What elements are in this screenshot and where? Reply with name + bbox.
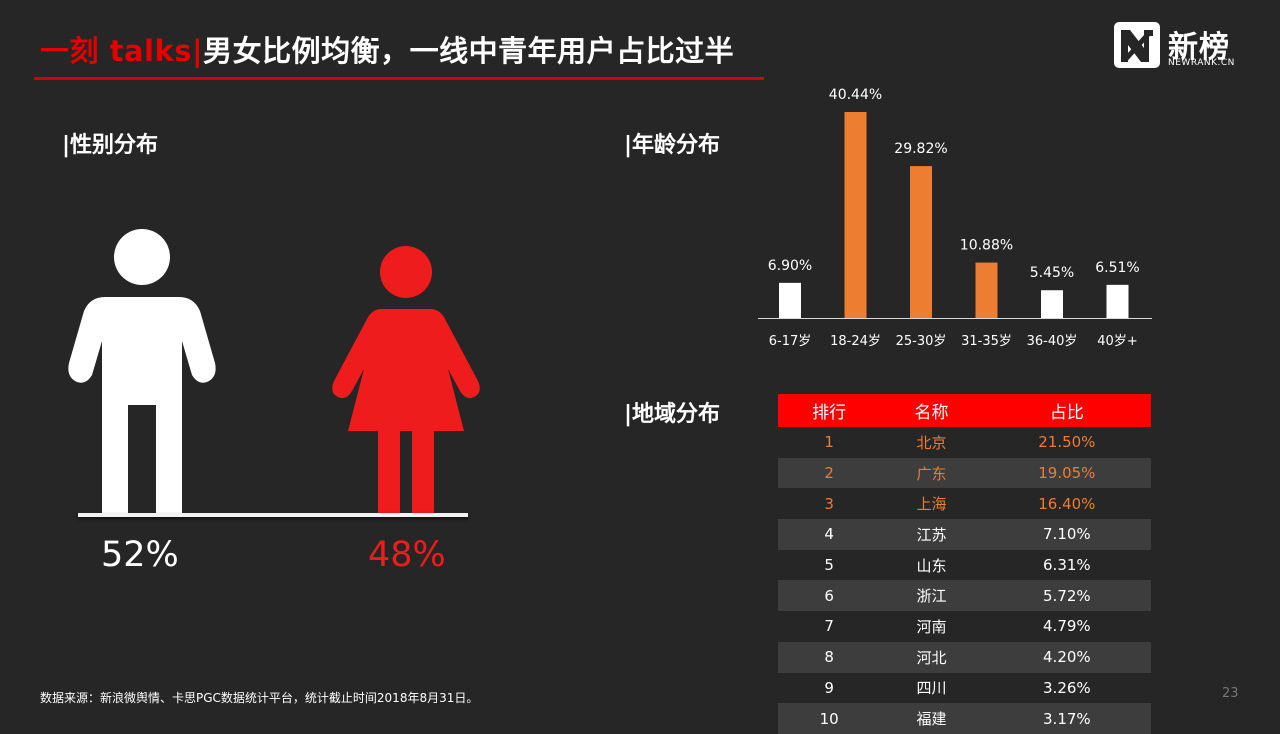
x-tick-label: 40岁+ <box>1097 334 1137 349</box>
data-label: 6.51% <box>1095 260 1139 276</box>
female-percent: 48% <box>368 535 446 575</box>
rank-cell: 2 <box>778 457 881 489</box>
data-label: 40.44% <box>829 87 882 103</box>
title-text: 男女比例均衡，一线中青年用户占比过半 <box>203 34 735 68</box>
rank-cell: 4 <box>778 519 881 550</box>
region-name-cell: 广东 <box>880 457 983 489</box>
rank-cell: 8 <box>778 641 881 673</box>
share-cell: 6.31% <box>982 549 1151 581</box>
data-label: 29.82% <box>894 141 947 157</box>
rank-cell: 3 <box>778 488 881 520</box>
share-cell: 4.20% <box>982 641 1151 673</box>
title-brand: 一刻 talks| <box>40 34 204 68</box>
share-cell: 19.05% <box>982 457 1151 489</box>
data-label: 5.45% <box>1030 265 1074 281</box>
table-row: 8 河北 4.20% <box>778 641 1151 673</box>
region-name-cell: 福建 <box>880 703 983 734</box>
gender-baseline <box>78 513 468 517</box>
rank-cell: 5 <box>778 549 881 581</box>
rank-cell: 9 <box>778 672 881 704</box>
female-icon <box>332 246 480 513</box>
title-underline <box>34 77 764 80</box>
gender-section-label: |性别分布 <box>62 133 159 158</box>
newrank-logo: 新榜 NEWRANK.CN <box>1114 22 1254 72</box>
region-name-cell: 上海 <box>880 488 983 520</box>
share-cell: 3.26% <box>982 672 1151 704</box>
table-row: 9 四川 3.26% <box>778 672 1151 704</box>
age-bar-chart: 6.90% 6-17岁 40.44% 18-24岁 29.82% 25-30岁 10.88%… <box>758 87 1152 349</box>
region-table-header: 排行 名称 占比 <box>778 394 1151 427</box>
data-label: 10.88% <box>960 238 1013 254</box>
male-percent: 52% <box>101 535 179 575</box>
column-header-share: 占比 <box>982 394 1151 427</box>
bar <box>779 282 801 318</box>
region-name-cell: 浙江 <box>880 580 983 612</box>
page-title: 一刻 talks|男女比例均衡，一线中青年用户占比过半 <box>40 28 734 70</box>
region-section-label: |地域分布 <box>624 402 721 427</box>
bar <box>844 112 867 318</box>
x-tick-label: 25-30岁 <box>896 334 947 349</box>
share-cell: 3.17% <box>982 703 1151 734</box>
region-name-cell: 江苏 <box>880 519 983 550</box>
rank-cell: 7 <box>778 611 881 642</box>
logo-sub: NEWRANK.CN <box>1168 58 1235 68</box>
share-cell: 5.72% <box>982 580 1151 612</box>
table-row: 1 北京 21.50% <box>778 427 1151 458</box>
region-name-cell: 山东 <box>880 549 983 581</box>
x-tick-label: 18-24岁 <box>830 334 881 349</box>
page-number: 23 <box>1222 686 1239 701</box>
share-cell: 16.40% <box>982 488 1151 520</box>
share-cell: 7.10% <box>982 519 1151 550</box>
share-cell: 21.50% <box>982 427 1151 458</box>
age-section-label: |年龄分布 <box>624 133 721 158</box>
data-source-note: 数据来源：新浪微舆情、卡思PGC数据统计平台，统计截止时间2018年8月31日。 <box>40 691 479 705</box>
table-row: 4 江苏 7.10% <box>778 519 1151 550</box>
table-row: 6 浙江 5.72% <box>778 580 1151 612</box>
bar <box>1106 284 1129 318</box>
region-name-cell: 四川 <box>880 672 983 704</box>
bar <box>975 262 998 318</box>
logo-name: 新榜 <box>1168 30 1230 65</box>
column-header-rank: 排行 <box>778 394 881 427</box>
column-header-name: 名称 <box>880 394 983 427</box>
region-name-cell: 北京 <box>880 427 983 458</box>
region-table: 排行 名称 占比 1 北京 21.50% 2 广东 19.05% 3 上海 16.40% 4 江苏 7… <box>778 394 1151 734</box>
x-tick-label: 31-35岁 <box>961 334 1012 349</box>
rank-cell: 1 <box>778 427 881 458</box>
bar <box>1041 290 1063 318</box>
table-row: 5 山东 6.31% <box>778 549 1151 581</box>
table-row: 10 福建 3.17% <box>778 703 1151 734</box>
x-tick-label: 6-17岁 <box>769 334 812 349</box>
table-row: 2 广东 19.05% <box>778 457 1151 489</box>
rank-cell: 10 <box>778 703 881 734</box>
table-row: 7 河南 4.79% <box>778 611 1151 642</box>
region-name-cell: 河南 <box>880 611 983 642</box>
table-row: 3 上海 16.40% <box>778 488 1151 520</box>
newrank-logo-icon <box>1114 22 1160 68</box>
share-cell: 4.79% <box>982 611 1151 642</box>
bar <box>910 166 932 318</box>
male-icon <box>68 229 216 513</box>
x-tick-label: 36-40岁 <box>1027 334 1078 349</box>
rank-cell: 6 <box>778 580 881 612</box>
data-label: 6.90% <box>768 258 812 274</box>
region-name-cell: 河北 <box>880 641 983 673</box>
